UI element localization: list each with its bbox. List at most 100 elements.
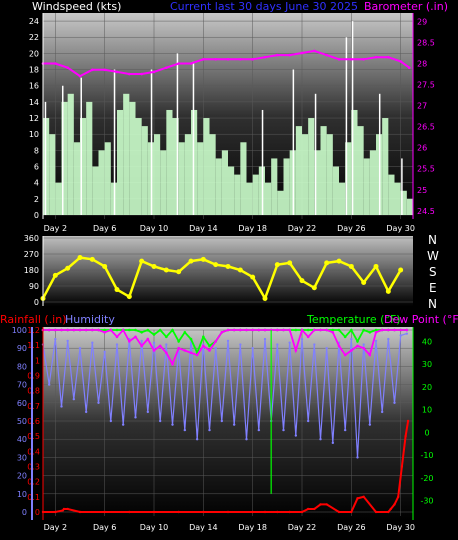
humidity-point xyxy=(220,419,224,423)
wind-speed-bar xyxy=(129,101,136,215)
wind-direction-point xyxy=(299,278,305,284)
humidity-point xyxy=(165,343,168,346)
barometer-point xyxy=(128,72,131,76)
barometer-tick-label: 27 xyxy=(417,102,427,111)
dewpoint-point xyxy=(140,344,143,348)
rainfall-tick-label: 0.7 xyxy=(27,402,40,411)
dewpoint-point xyxy=(288,328,291,332)
humidity-point xyxy=(183,428,187,432)
dewpoint-point xyxy=(146,337,150,341)
wind-speed-bar xyxy=(67,93,74,215)
barometer-point xyxy=(313,49,316,53)
dewpoint-point xyxy=(343,353,347,357)
dewpoint-point xyxy=(84,328,88,332)
dewpoint-point xyxy=(165,351,168,355)
humidity-point xyxy=(300,337,304,341)
wind-tick-label: 4 xyxy=(34,179,39,188)
humidity-point xyxy=(115,343,119,346)
wind-speed-bar xyxy=(209,134,216,215)
dewpoint-point xyxy=(47,328,51,332)
temperature-tick-label: 20 xyxy=(422,383,432,392)
rainfall-axis-title: Rainfall (.in) xyxy=(0,313,67,326)
dewpoint-point xyxy=(220,330,224,334)
wind-direction-point xyxy=(274,262,280,268)
wind-x-tick-label: Day 2 xyxy=(44,224,67,233)
dewpoint-point xyxy=(121,328,125,332)
barometer-point xyxy=(202,57,205,61)
temperature-tick-label: 0 xyxy=(424,428,429,437)
rainfall-tick-label: 1 xyxy=(35,356,40,365)
humidity-point xyxy=(245,438,248,441)
humidity-point xyxy=(134,416,137,419)
temperature-point xyxy=(337,328,341,332)
barometer-point xyxy=(189,62,193,65)
direction-tick-label: 270 xyxy=(24,250,39,259)
dewpoint-point xyxy=(325,328,328,332)
rainfall-point xyxy=(276,510,279,514)
wind-direction-point xyxy=(139,258,145,264)
climate-x-tick-label: Day 22 xyxy=(288,523,317,532)
rainfall-point xyxy=(374,510,378,514)
temperature-axis-title: Temperature (°F) xyxy=(306,313,401,326)
compass-label-s: S xyxy=(429,265,437,279)
dewpoint-point xyxy=(115,335,119,339)
rainfall-point xyxy=(54,510,57,514)
wind-direction-point xyxy=(65,265,71,271)
humidity-tick-label: 20 xyxy=(17,472,27,481)
dewpoint-point xyxy=(128,340,131,343)
wind-speed-bar xyxy=(406,198,413,215)
humidity-point xyxy=(350,337,353,341)
rainfall-tick-label: 1.1 xyxy=(27,341,40,350)
wind-direction-point xyxy=(311,285,317,291)
temperature-point xyxy=(202,335,205,339)
wind-x-tick-label: Day 30 xyxy=(386,224,415,233)
humidity-axis-title: Humidity xyxy=(65,313,115,326)
dewpoint-point xyxy=(300,328,304,332)
temperature-point xyxy=(115,328,119,332)
temperature-tick-label: 10 xyxy=(422,406,432,415)
direction-tick-label: 360 xyxy=(24,234,39,243)
dewpoint-point xyxy=(202,344,205,348)
wind-speed-bar xyxy=(178,142,185,215)
compass-label-w: W xyxy=(427,249,439,263)
barometer-point xyxy=(399,60,402,63)
dewpoint-point xyxy=(319,328,322,332)
humidity-point xyxy=(374,339,378,343)
rainfall-tick-label: 0.1 xyxy=(27,493,40,502)
humidity-point xyxy=(60,405,63,408)
chart-series-layer xyxy=(40,21,413,514)
direction-tick-label: 0 xyxy=(34,298,39,307)
wind-direction-point xyxy=(176,269,182,275)
temperature-point xyxy=(134,328,137,332)
wind-speed-bar xyxy=(166,109,173,215)
rainfall-point xyxy=(66,507,69,511)
dewpoint-point xyxy=(103,330,106,334)
barometer-point xyxy=(78,74,82,78)
dewpoint-point xyxy=(393,328,396,332)
wind-speed-bar xyxy=(357,126,364,215)
humidity-point xyxy=(121,423,125,426)
wind-x-tick-label: Day 10 xyxy=(140,224,169,233)
temperature-tick-label: -30 xyxy=(420,497,433,506)
direction-gridlines xyxy=(43,237,413,303)
rainfall-tick-label: 0 xyxy=(35,508,40,517)
dewpoint-point xyxy=(134,335,137,339)
wind-speed-bar xyxy=(295,126,302,215)
humidity-point xyxy=(263,337,267,341)
rainfall-point xyxy=(337,510,341,514)
wind-speed-bar xyxy=(271,158,278,215)
humidity-point xyxy=(78,347,82,350)
temperature-tick-label: 40 xyxy=(422,337,432,346)
dewpoint-point xyxy=(257,328,261,332)
wind-speed-bar xyxy=(400,190,407,215)
barometer-tick-label: 25.5 xyxy=(417,165,435,174)
dewpoint-point xyxy=(263,328,267,332)
wind-tick-label: 0 xyxy=(34,211,39,220)
climate-x-tick-label: Day 26 xyxy=(337,523,366,532)
climate-x-tick-label: Day 30 xyxy=(386,523,415,532)
wind-speed-bar xyxy=(394,182,401,215)
barometer-tick-label: 28.5 xyxy=(417,38,435,47)
wind-speed-bar xyxy=(135,118,142,215)
rainfall-tick-label: 0.6 xyxy=(27,417,40,426)
